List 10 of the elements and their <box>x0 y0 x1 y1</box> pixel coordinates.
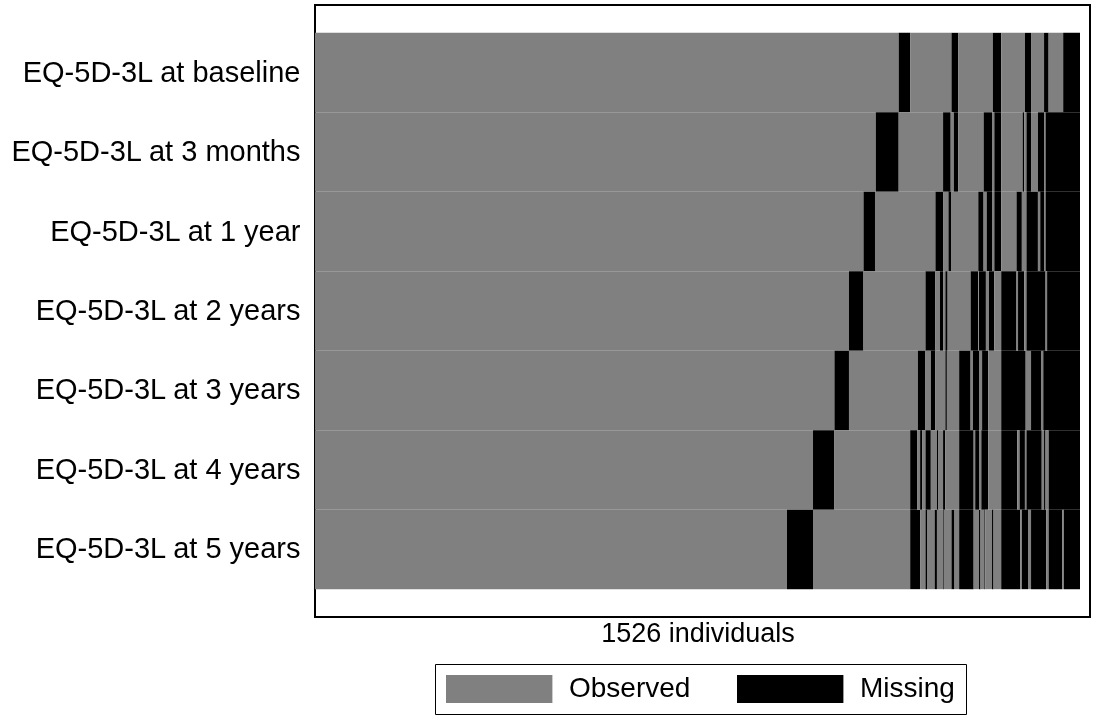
y-tick-label: EQ-5D-3L at 3 months <box>11 135 301 168</box>
y-tick-label: EQ-5D-3L at baseline <box>22 55 301 88</box>
x-axis-title: 1526 individuals <box>601 617 795 648</box>
legend-label: Observed <box>569 672 691 703</box>
y-tick-label: EQ-5D-3L at 1 year <box>50 214 301 247</box>
legend-label: Missing <box>860 672 955 703</box>
y-tick-label: EQ-5D-3L at 3 years <box>35 373 301 406</box>
y-tick-label: EQ-5D-3L at 5 years <box>35 532 301 565</box>
y-tick-label: EQ-5D-3L at 4 years <box>35 452 301 485</box>
y-tick-label: EQ-5D-3L at 2 years <box>35 294 301 326</box>
